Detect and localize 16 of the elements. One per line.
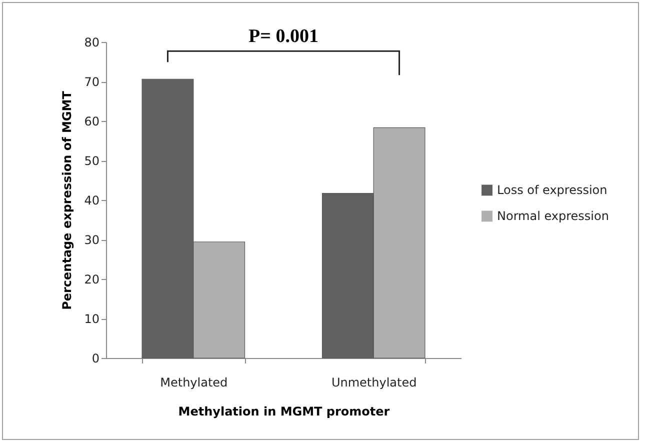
y-tick-label: 0	[92, 352, 100, 366]
y-tick-label: 50	[84, 154, 100, 168]
legend-label: Loss of expression	[497, 183, 608, 198]
y-tick-label: 60	[84, 114, 100, 128]
y-axis-title: Percentage expression of MGMT	[60, 90, 74, 310]
y-tick-label: 80	[84, 36, 100, 50]
x-axis-title: Methylation in MGMT promoter	[178, 404, 390, 418]
legend-label: Normal expression	[497, 209, 609, 224]
y-tick-label: 20	[84, 272, 100, 286]
y-tick-label: 70	[84, 75, 100, 89]
y-tick-label: 40	[84, 194, 100, 208]
y-tick-label: 10	[84, 312, 100, 326]
y-tick-label: 30	[84, 233, 100, 247]
annotation: P= 0.001	[248, 26, 318, 48]
x-tick-label: Unmethylated	[331, 376, 417, 390]
x-tick-label: Methylated	[160, 376, 228, 390]
